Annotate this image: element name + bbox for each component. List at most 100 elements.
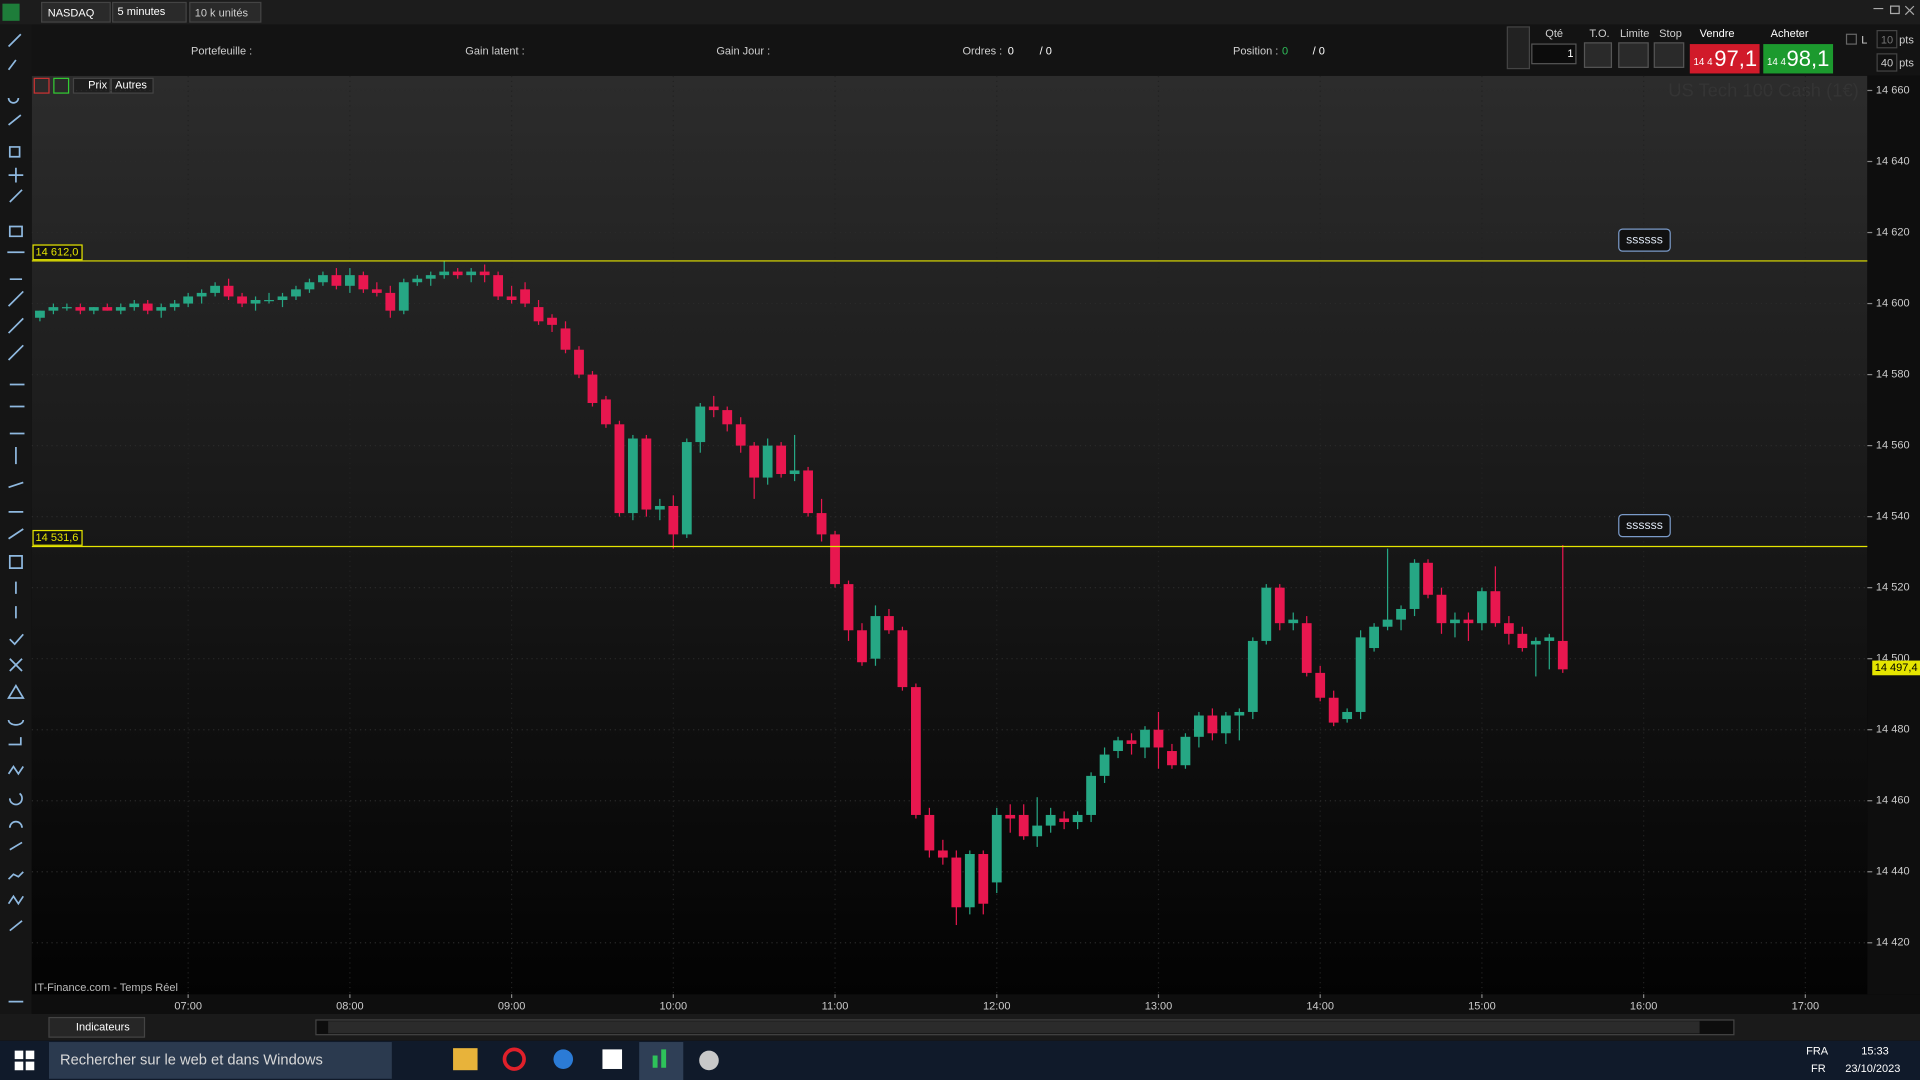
buy-price: 98,1 (1787, 46, 1830, 71)
candle-body (991, 814, 1002, 883)
chart-add[interactable] (53, 77, 70, 94)
line-label-box (32, 529, 83, 546)
candle-body (452, 271, 463, 276)
autres-tab-label: Autres (115, 80, 147, 92)
qty-value: 1 (1567, 48, 1573, 60)
candle-body (1099, 754, 1110, 776)
window-controls[interactable] (1873, 5, 1915, 16)
candle-body (1180, 736, 1191, 766)
chart-close[interactable] (33, 77, 50, 94)
candle-body (1342, 711, 1353, 720)
y-tick-label: 14 560 (1876, 440, 1910, 452)
candle-body (924, 814, 935, 851)
candle-body (1126, 740, 1137, 744)
candle-body (1194, 715, 1204, 737)
explorer-icon[interactable] (453, 1048, 478, 1071)
y-tick-label: 14 660 (1876, 84, 1910, 96)
candle-body (102, 307, 113, 311)
position-total: / 0 (1313, 45, 1325, 57)
limit-button[interactable] (1618, 42, 1649, 68)
orders-count: 0 (1008, 45, 1014, 57)
chart-area (31, 75, 1868, 995)
candle-body (1059, 818, 1070, 823)
x-tick-label: 14:00 (1306, 1000, 1334, 1012)
candle-body (1113, 740, 1123, 752)
stop-label: Stop (1659, 28, 1682, 40)
candle-body (129, 303, 140, 308)
candle-body (762, 445, 773, 478)
quantity-select[interactable] (189, 1, 262, 23)
candle-body (843, 584, 854, 631)
buy-button[interactable] (1763, 44, 1834, 74)
candle-body (884, 616, 894, 631)
qty-label: Qté (1545, 28, 1563, 40)
candle-body (1423, 562, 1433, 595)
lang-bottom: FR (1811, 1063, 1826, 1075)
y-tick-label: 14 480 (1876, 724, 1910, 736)
stop-button[interactable] (1653, 42, 1685, 68)
x-tick-label: 07:00 (174, 1000, 202, 1012)
drawing-toolbar (0, 24, 32, 1017)
candle-body (897, 630, 908, 688)
candle-body (533, 307, 544, 322)
candle-body (264, 300, 274, 302)
candle-body (870, 616, 881, 659)
x-tick-label: 12:00 (983, 1000, 1011, 1012)
candle-body (1503, 623, 1514, 634)
x-tick-label: 15:00 (1468, 1000, 1496, 1012)
y-tick-label: 14 540 (1876, 511, 1910, 523)
candle-body (803, 470, 813, 514)
candle-body (749, 445, 760, 478)
candle-body (1369, 626, 1380, 649)
candle-body (48, 307, 59, 311)
line-label: 14 612,0 (36, 246, 79, 258)
candle-body (1463, 619, 1474, 624)
watermark: US Tech 100 Cash (1€) (1668, 80, 1859, 101)
indicators-button[interactable] (48, 1016, 146, 1038)
scroll-thumb[interactable] (328, 1021, 1700, 1034)
y-tick-label: 14 500 (1876, 653, 1910, 665)
line-tag: ssssss (1626, 518, 1663, 532)
pts-bottom: pts (1899, 58, 1914, 70)
candle-body (371, 289, 382, 293)
line-tag: ssssss (1626, 232, 1663, 246)
candle-body (223, 285, 234, 297)
candle-body (654, 505, 665, 510)
buy-label: Acheter (1771, 28, 1809, 40)
candle-body (776, 445, 787, 475)
candle-body (1396, 608, 1406, 620)
sell-button[interactable] (1689, 44, 1760, 74)
candle-body (520, 289, 530, 304)
paint-icon[interactable] (699, 1050, 719, 1071)
edge-icon[interactable] (553, 1049, 574, 1069)
settings-button[interactable] (1506, 26, 1531, 70)
candle-body (61, 307, 72, 309)
instrument-select[interactable] (41, 1, 111, 23)
candle-body (587, 374, 598, 403)
candle-body (1072, 814, 1083, 823)
l-checkbox[interactable] (1845, 33, 1857, 45)
top-bar (0, 0, 1920, 25)
x-tick-label: 17:00 (1792, 1000, 1820, 1012)
candle-body (1301, 623, 1312, 673)
start-button[interactable] (14, 1050, 35, 1071)
autres-tab[interactable] (110, 77, 154, 94)
candle-body (1328, 697, 1339, 723)
candle-body (1530, 640, 1541, 645)
pts-top-input[interactable] (1876, 30, 1898, 49)
candle-body (681, 442, 692, 535)
x-tick-label: 13:00 (1145, 1000, 1173, 1012)
search-box[interactable] (48, 1042, 392, 1079)
prix-tab[interactable] (72, 77, 111, 94)
opera-icon[interactable] (502, 1047, 526, 1071)
to-button[interactable] (1583, 42, 1613, 68)
source: IT-Finance.com - Temps Réel (34, 982, 178, 994)
pts-bottom-input[interactable] (1876, 53, 1898, 72)
candle-body (937, 850, 948, 858)
qty-input[interactable] (1531, 43, 1577, 65)
candle-body (479, 271, 490, 276)
candle-body (1140, 729, 1150, 748)
clock-time: 15:33 (1861, 1046, 1889, 1058)
timeframe-select[interactable] (112, 1, 187, 23)
store-icon[interactable] (602, 1049, 623, 1069)
